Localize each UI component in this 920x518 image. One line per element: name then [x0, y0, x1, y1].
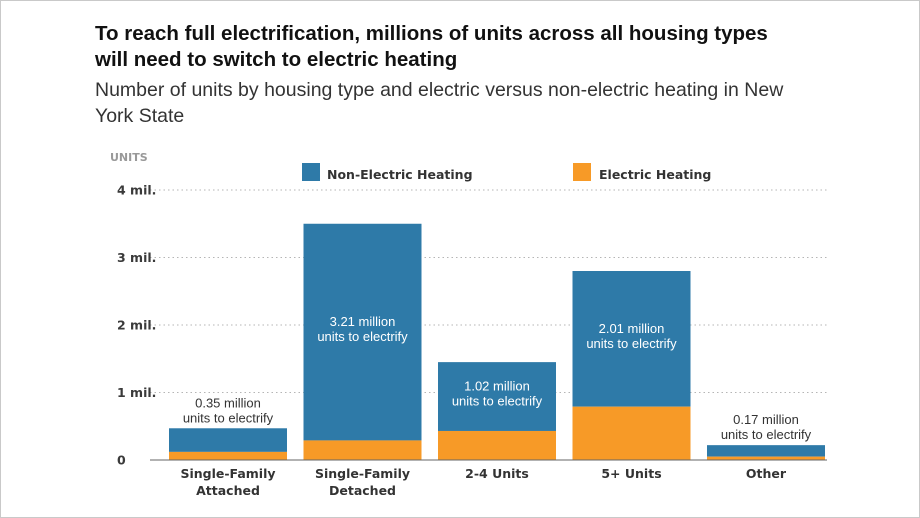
y-tick-label: 1 mil.: [117, 385, 156, 400]
bar-non-electric: [169, 428, 287, 452]
bar-non-electric: [303, 223, 422, 441]
legend-swatch-electric: [573, 163, 591, 181]
bar-annotation: 3.21 million: [330, 314, 396, 329]
bar-annotation: 0.35 million: [195, 395, 261, 410]
x-tick-label: 5+ Units: [601, 466, 661, 481]
bar-annotation: units to electrify: [183, 410, 274, 425]
y-axis-title: UNITS: [110, 151, 148, 164]
bar-non-electric: [707, 445, 825, 457]
legend-swatch-non-electric: [302, 163, 320, 181]
chart-subtitle: Number of units by housing type and elec…: [95, 79, 784, 127]
y-tick-label: 4 mil.: [117, 183, 156, 198]
legend-label-electric: Electric Heating: [599, 167, 711, 182]
x-tick-label: Single-Family: [315, 466, 410, 481]
bar-electric: [438, 430, 556, 460]
x-tick-label: Other: [746, 466, 787, 481]
bar-non-electric: [572, 271, 691, 407]
bar-annotation: 0.17 million: [733, 412, 799, 427]
bar-annotation: units to electrify: [452, 394, 543, 409]
legend-label-non-electric: Non-Electric Heating: [327, 167, 473, 182]
bar-annotation: 1.02 million: [464, 379, 530, 394]
bar-annotation: 2.01 million: [599, 321, 665, 336]
bar-electric: [707, 456, 825, 460]
y-tick-label: 0: [117, 453, 126, 468]
bar-non-electric: [438, 362, 556, 431]
bar-electric: [169, 451, 287, 460]
x-tick-label: 2-4 Units: [465, 466, 529, 481]
x-tick-label: Detached: [329, 483, 396, 498]
y-tick-label: 2 mil.: [117, 318, 156, 333]
x-tick-label: Single-Family: [180, 466, 275, 481]
y-tick-label: 3 mil.: [117, 250, 156, 265]
bar-annotation: units to electrify: [721, 427, 812, 442]
bar-annotation: units to electrify: [317, 329, 408, 344]
x-tick-label: Attached: [196, 483, 260, 498]
bar-annotation: units to electrify: [586, 336, 677, 351]
chart-title: To reach full electrification, millions …: [95, 22, 768, 71]
bar-electric: [572, 406, 691, 460]
bar-electric: [303, 440, 422, 460]
